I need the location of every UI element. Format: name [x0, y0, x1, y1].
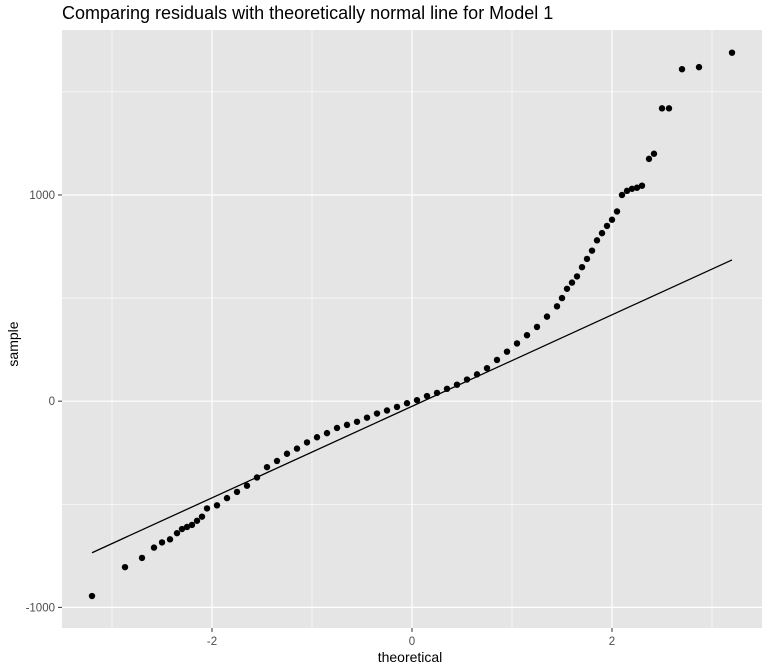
- y-tick-label: -1000: [26, 602, 55, 614]
- chart-title: Comparing residuals with theoretically n…: [62, 3, 553, 23]
- data-point: [178, 525, 186, 533]
- data-point: [568, 279, 576, 286]
- y-tick-label: 0: [49, 396, 55, 408]
- data-point: [150, 544, 158, 551]
- data-point: [678, 65, 686, 73]
- normal-reference-line: [91, 259, 733, 554]
- x-tick-label: 2: [609, 636, 615, 648]
- data-point: [728, 49, 736, 56]
- data-point: [363, 414, 371, 421]
- data-point: [473, 371, 481, 378]
- data-point: [323, 429, 331, 437]
- data-point: [608, 216, 616, 223]
- sample-points: [88, 49, 736, 600]
- data-point: [138, 554, 146, 562]
- data-point: [273, 457, 281, 465]
- x-axis-title: theoretical: [378, 649, 443, 665]
- data-point: [558, 294, 566, 302]
- data-point: [213, 502, 221, 509]
- data-point: [573, 273, 581, 280]
- data-point: [198, 513, 206, 520]
- data-point: [243, 482, 251, 489]
- x-tick-label: -2: [207, 636, 217, 648]
- data-point: [293, 445, 301, 452]
- data-point: [578, 263, 586, 271]
- data-point: [433, 389, 441, 397]
- data-point: [598, 229, 606, 237]
- x-tick-label: 0: [409, 636, 415, 648]
- data-point: [403, 400, 411, 407]
- data-point: [603, 222, 611, 230]
- data-point: [613, 208, 621, 215]
- data-point: [553, 303, 561, 310]
- data-point: [533, 323, 541, 331]
- data-point: [493, 356, 501, 364]
- data-point: [203, 505, 211, 512]
- data-point: [503, 348, 511, 355]
- data-point: [633, 184, 641, 191]
- data-point: [523, 331, 531, 339]
- data-point: [645, 155, 653, 163]
- data-point: [283, 450, 291, 457]
- data-point: [188, 521, 196, 529]
- data-point: [343, 421, 351, 429]
- data-point: [513, 340, 521, 347]
- data-point: [543, 313, 551, 320]
- data-point: [423, 392, 431, 400]
- data-point: [253, 474, 261, 481]
- data-point: [695, 63, 703, 71]
- data-point: [303, 439, 311, 446]
- data-point: [193, 517, 201, 524]
- data-point: [333, 424, 341, 432]
- data-point: [263, 463, 271, 471]
- data-point: [173, 529, 181, 537]
- data-point: [393, 403, 401, 411]
- data-point: [383, 407, 391, 414]
- data-point: [628, 185, 636, 192]
- data-point: [650, 150, 658, 157]
- data-point: [593, 237, 601, 244]
- data-point: [453, 381, 461, 388]
- y-tick-label: 1000: [29, 190, 55, 202]
- y-axis-title: sample: [5, 321, 21, 366]
- data-point: [443, 385, 451, 392]
- y-axis-ticks: -1000 0 1000: [26, 190, 62, 614]
- data-point: [121, 563, 129, 571]
- data-point: [88, 592, 96, 600]
- data-point: [353, 418, 361, 425]
- data-point: [166, 536, 174, 543]
- data-point: [223, 494, 231, 502]
- data-point: [158, 539, 166, 546]
- x-axis-ticks: -2 0 2: [207, 628, 615, 648]
- grid-major: [62, 30, 762, 628]
- data-point: [658, 105, 666, 112]
- data-point: [665, 105, 673, 112]
- data-point: [373, 410, 381, 417]
- data-point: [183, 523, 191, 531]
- data-point: [583, 255, 591, 263]
- data-point: [313, 434, 321, 441]
- data-point: [618, 191, 626, 199]
- data-point: [588, 247, 596, 254]
- data-point: [233, 488, 241, 496]
- data-point: [563, 285, 571, 292]
- data-point: [413, 396, 421, 404]
- data-point: [463, 376, 471, 383]
- data-point: [623, 187, 631, 195]
- data-point: [483, 364, 491, 372]
- data-point: [638, 182, 646, 189]
